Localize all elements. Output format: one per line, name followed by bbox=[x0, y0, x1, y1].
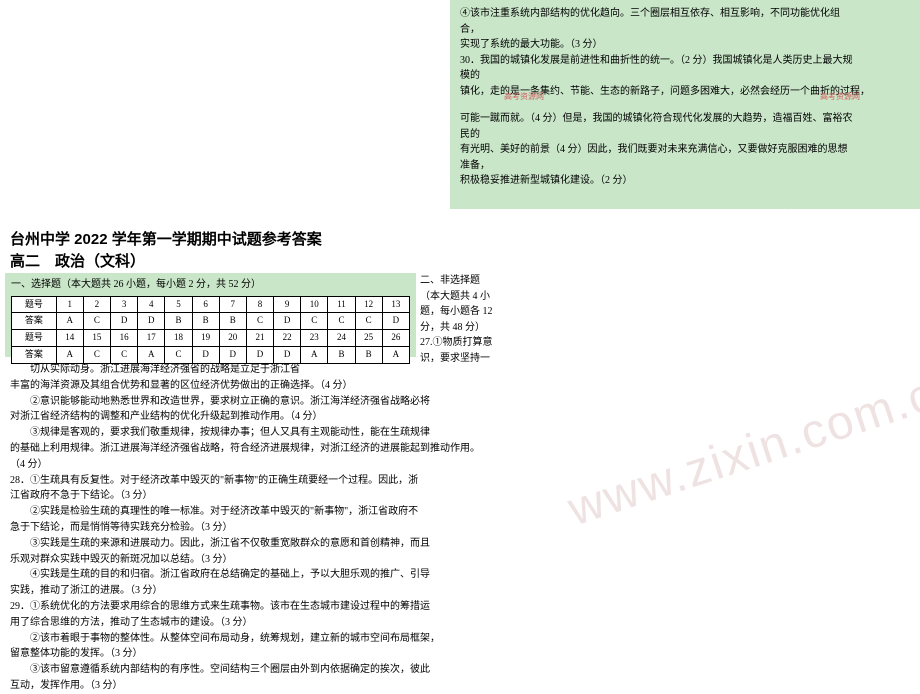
table-row: 答案ACDDBBBCDCCCD bbox=[12, 313, 410, 330]
para: 切从实际动身。浙江进展海洋经济强省的战略是立足于浙江省 bbox=[10, 362, 510, 378]
para: 互动，发挥作用。（3 分） bbox=[10, 678, 510, 694]
para: 丰富的海洋资源及其组合优势和显著的区位经济优势做出的正确选择。（4 分） bbox=[10, 378, 510, 394]
para: 乐观对群众实践中毁灭的新斑况加以总结。（3 分） bbox=[10, 552, 510, 568]
table-row: 题号14151617181920212223242526 bbox=[12, 330, 410, 347]
para: 对浙江省经济结构的调整和产业结构的优化升级起到推动作用。（4 分） bbox=[10, 409, 510, 425]
line: ④该市注重系统内部结构的优化趋向。三个圈层相互依存、相互影响，不同功能优化组 bbox=[460, 6, 910, 22]
para: 28．①生疏具有反复性。对于经济改革中毁灭的"新事物"的正确生疏要经一个过程。因… bbox=[10, 473, 510, 489]
side-line: 二、非选择题 bbox=[420, 273, 515, 289]
para: ③规律是客观的，要求我们敬重规律，按规律办事；但人又具有主观能动性，能在生疏规律 bbox=[10, 425, 510, 441]
para: （4 分） bbox=[10, 457, 510, 473]
source-mark-icon: 高考资源网 bbox=[820, 91, 860, 103]
side-notes: 二、非选择题 （本大题共 4 小 题，每小题各 12 分，共 48 分） 27.… bbox=[420, 273, 515, 366]
para: 实践，推动了浙江的进展。（3 分） bbox=[10, 583, 510, 599]
para: 江省政府不急于下结论。（3 分） bbox=[10, 488, 510, 504]
table-row: 题号12345678910111213 bbox=[12, 296, 410, 313]
para: 留意整体功能的发挥。（3 分） bbox=[10, 646, 510, 662]
line: 30．我国的城镇化发展是前进性和曲折性的统一。（2 分）我国城镇化是人类历史上最… bbox=[460, 53, 910, 69]
line: 合， bbox=[460, 22, 910, 38]
para: ②实践是检验生疏的真理性的唯一标准。对于经济改革中毁灭的"新事物"，浙江省政府不 bbox=[10, 504, 510, 520]
para: ③该市留意遵循系统内部结构的有序性。空间结构三个圈层由外到内依据确定的挨次，彼此 bbox=[10, 662, 510, 678]
title-line-1: 台州中学 2022 学年第一学期期中试题参考答案 bbox=[10, 229, 322, 251]
side-line: （本大题共 4 小 bbox=[420, 289, 515, 305]
answer-body: 切从实际动身。浙江进展海洋经济强省的战略是立足于浙江省 丰富的海洋资源及其组合优… bbox=[10, 362, 510, 694]
top-answer-block: ④该市注重系统内部结构的优化趋向。三个圈层相互依存、相互影响，不同功能优化组 合… bbox=[450, 0, 920, 209]
source-mark-icon: 高考资源网 bbox=[504, 91, 544, 103]
line: 实现了系统的最大功能。（3 分） bbox=[460, 37, 910, 53]
para: ②该市着眼于事物的整体性。从整体空间布局动身，统筹规划，建立新的城市空间布局框架… bbox=[10, 631, 510, 647]
side-line: 分，共 48 分） bbox=[420, 320, 515, 336]
line: 有光明、美好的前景（4 分）因此，我们既要对未来充满信心，又要做好克服困难的思想 bbox=[460, 142, 910, 158]
answer-table: 题号12345678910111213 答案ACDDBBBCDCCCD 题号14… bbox=[11, 296, 410, 365]
para: 的基础上利用规律。浙江进展海洋经济强省战略，符合经济进展规律，对浙江经济的进展能… bbox=[10, 441, 510, 457]
para: ③实践是生疏的来源和进展动力。因此，浙江省不仅敬重宽敞群众的意愿和首创精神，而且 bbox=[10, 536, 510, 552]
table-header: 一、选择题（本大题共 26 小题，每小题 2 分，共 52 分） bbox=[11, 277, 410, 293]
watermark: www.zixin.com.cn bbox=[562, 358, 920, 537]
side-line: 27.①物质打算意 bbox=[420, 335, 515, 351]
line: 准备， bbox=[460, 158, 910, 174]
line: 民的 bbox=[460, 127, 910, 143]
side-line: 题，每小题各 12 bbox=[420, 304, 515, 320]
para: ④实践是生疏的目的和归宿。浙江省政府在总结确定的基础上，予以大胆乐观的推广、引导 bbox=[10, 567, 510, 583]
cell: 题号 bbox=[12, 296, 57, 313]
line: 可能一蹴而就。（4 分）但是，我国的城镇化符合现代化发展的大趋势，造福百姓、富裕… bbox=[460, 111, 910, 127]
choice-table-block: 一、选择题（本大题共 26 小题，每小题 2 分，共 52 分） 题号12345… bbox=[5, 273, 416, 357]
line: 模的 bbox=[460, 68, 910, 84]
para: ②意识能够能动地熟悉世界和改造世界，要求树立正确的意识。浙江海洋经济强省战略必将 bbox=[10, 394, 510, 410]
document-title: 台州中学 2022 学年第一学期期中试题参考答案 高二 政治（文科） bbox=[10, 229, 322, 273]
para: 用了综合思维的方法，推动了生态城市的建设。（3 分） bbox=[10, 615, 510, 631]
line: 积极稳妥推进新型城镇化建设。（2 分） bbox=[460, 173, 910, 189]
para: 急于下结论，而是悄悄等待实践充分检验。（3 分） bbox=[10, 520, 510, 536]
para: 29．①系统优化的方法要求用综合的思维方式来生疏事物。该市在生态城市建设过程中的… bbox=[10, 599, 510, 615]
title-line-2: 高二 政治（文科） bbox=[10, 251, 322, 273]
